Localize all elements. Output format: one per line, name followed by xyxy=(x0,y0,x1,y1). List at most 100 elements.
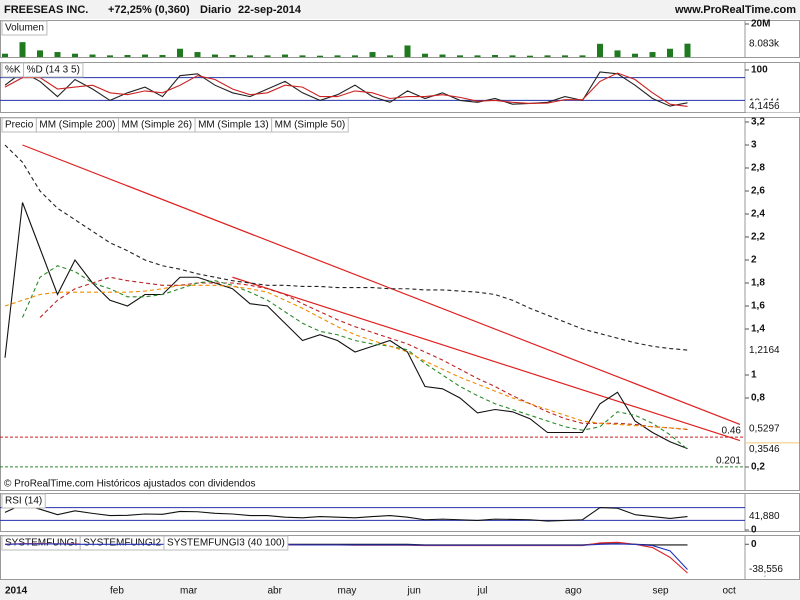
y-tick-label: 20M xyxy=(751,19,770,30)
legend-box xyxy=(271,117,349,133)
y-tick-label: 2,4 xyxy=(751,209,765,220)
x-tick-label: feb xyxy=(110,586,124,597)
legend-entry: MM (Simple 13) xyxy=(198,120,269,131)
bar xyxy=(247,55,253,57)
legend-entry: %K xyxy=(5,65,21,76)
bar xyxy=(194,52,201,57)
date: 22-sep-2014 xyxy=(238,4,302,16)
legend-entry: Volumen xyxy=(5,23,44,34)
x-tick-label: sep xyxy=(653,586,670,597)
series-line xyxy=(4,144,688,351)
value-label-box xyxy=(746,423,799,436)
bar xyxy=(107,55,113,57)
bar xyxy=(544,55,551,57)
bar xyxy=(264,55,271,57)
y-tick-label: 100 xyxy=(751,65,768,76)
value-label-box xyxy=(746,510,799,523)
bar xyxy=(562,55,568,57)
y-tick-label: 2,2 xyxy=(751,232,765,243)
trendline xyxy=(232,276,741,442)
bar xyxy=(2,53,8,57)
bar xyxy=(282,54,288,57)
bar xyxy=(317,55,323,57)
bar xyxy=(649,52,656,57)
series-line xyxy=(4,543,688,570)
y-tick-label: 1,8 xyxy=(751,278,765,289)
value-label-box xyxy=(746,443,799,456)
bar xyxy=(667,48,673,57)
y-tick-label: 0 xyxy=(751,539,757,550)
bar xyxy=(352,55,358,57)
legend-entry: %D (14 3 5) xyxy=(27,65,80,76)
bar xyxy=(492,55,498,57)
bar xyxy=(387,55,393,57)
bar xyxy=(37,50,43,57)
series-line xyxy=(39,276,688,431)
legend-box xyxy=(163,535,289,551)
legend-box xyxy=(1,20,48,36)
x-axis-bar xyxy=(0,580,800,600)
bar xyxy=(422,53,428,57)
bar xyxy=(369,52,376,57)
bar xyxy=(124,55,131,57)
y-tick-label: 1,4 xyxy=(751,324,765,335)
bar xyxy=(159,55,166,57)
bar xyxy=(19,42,26,57)
value-label: 1,2164 xyxy=(749,345,780,356)
header-bar xyxy=(0,0,800,19)
bar xyxy=(527,55,533,57)
value-label: 0,3546 xyxy=(749,444,780,455)
x-tick-label: may xyxy=(338,586,357,597)
bar xyxy=(334,55,341,57)
legend-entry: SYSTEMFUNGI3 (40 100) xyxy=(167,538,285,549)
bar xyxy=(684,43,691,57)
y-tick-label: 1,6 xyxy=(751,301,765,312)
series-line xyxy=(21,265,688,450)
bar xyxy=(299,55,306,57)
footnote: © ProRealTime.com Históricos ajustados c… xyxy=(4,479,256,490)
y-tick-label: 0,8 xyxy=(751,393,765,404)
y-tick-label: 0,2 xyxy=(751,462,765,473)
value-label: 4,1456 xyxy=(749,101,780,112)
legend-entry: RSI (14) xyxy=(5,496,42,507)
legend-box xyxy=(1,493,46,509)
bar xyxy=(229,55,236,57)
site: www.ProRealTime.com xyxy=(674,4,796,16)
bar xyxy=(404,45,411,57)
legend-entry: MM (Simple 26) xyxy=(122,120,193,131)
x-tick-label: ago xyxy=(565,586,582,597)
series-line xyxy=(4,503,688,522)
x-tick-label: jun xyxy=(407,586,421,597)
y-tick-label: 2,8 xyxy=(751,163,765,174)
level-label: 0.201 xyxy=(716,456,741,467)
bar xyxy=(509,55,516,57)
bar xyxy=(474,55,481,57)
change: +72,25% (0,360) xyxy=(108,4,190,16)
y-tick-label: 2,6 xyxy=(751,186,765,197)
value-label-box xyxy=(746,100,799,113)
bar xyxy=(579,55,586,57)
ticker: FREESEAS INC. xyxy=(4,4,88,16)
y-tick-label: 2 xyxy=(751,255,757,266)
level-label: 0.46 xyxy=(722,426,742,437)
series-line xyxy=(4,284,688,430)
bar xyxy=(142,54,148,57)
legend-entry: Precio xyxy=(5,120,34,131)
legend-entry: MM (Simple 50) xyxy=(275,120,346,131)
value-label-box xyxy=(746,563,799,576)
trendline xyxy=(22,144,741,426)
legend-entry: SYSTEMFUNGI2 xyxy=(83,538,161,549)
x-tick-label: mar xyxy=(180,586,198,597)
period: Diario xyxy=(200,4,231,16)
y-tick-label: 0 xyxy=(751,525,757,536)
x-tick-label: oct xyxy=(723,586,737,597)
bar xyxy=(614,50,621,57)
value-label: 8.083k xyxy=(749,38,780,49)
y-tick-label: 1 xyxy=(751,370,757,381)
bar xyxy=(457,55,463,57)
y-tick-label: 3,2 xyxy=(751,117,765,128)
legend-box xyxy=(23,62,84,78)
bar xyxy=(597,43,603,57)
